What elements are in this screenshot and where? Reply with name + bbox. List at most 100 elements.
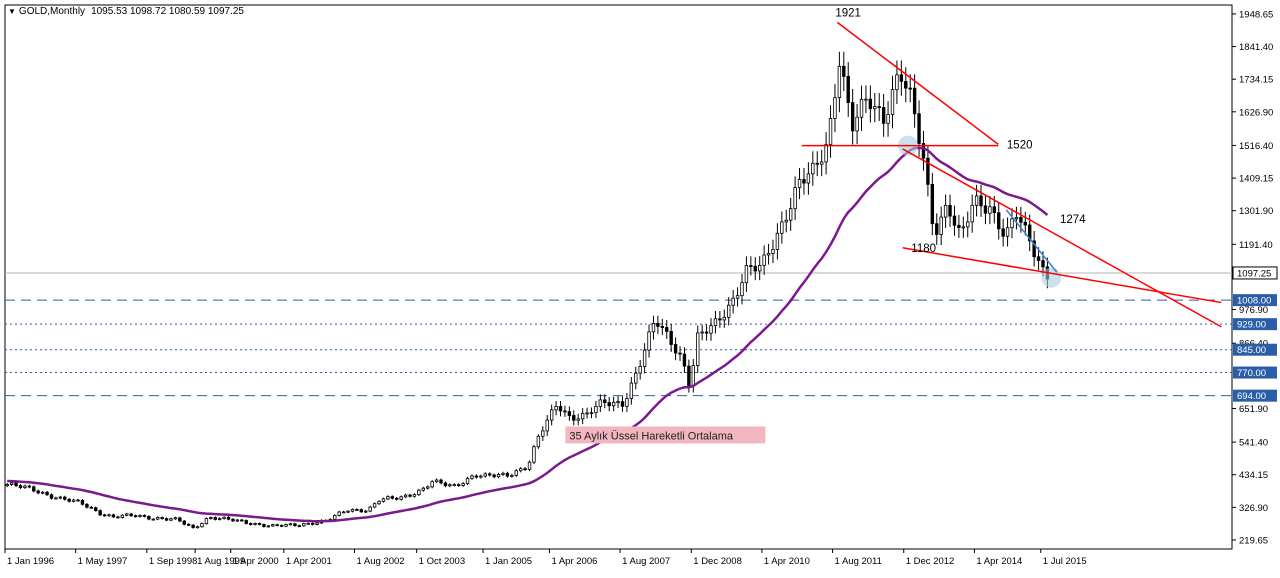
candle (802, 167, 806, 195)
chart-header: ▼ GOLD,Monthly 1095.53 1098.72 1080.59 109… (8, 6, 244, 17)
candle (412, 493, 417, 498)
candle-body (14, 482, 18, 487)
candle-body (603, 399, 607, 403)
candle (510, 473, 514, 478)
candle-body (1010, 218, 1014, 229)
candle-body (651, 322, 656, 333)
dropdown-triangle-icon[interactable]: ▼ (8, 7, 16, 16)
candle (217, 517, 222, 521)
candle-body (262, 524, 266, 527)
candle (257, 522, 262, 526)
candle (673, 337, 678, 361)
candle-body (399, 496, 403, 500)
candle-body (434, 479, 439, 483)
candle (806, 162, 811, 195)
candle (939, 206, 943, 246)
candle-body (470, 475, 474, 479)
candle-body (806, 173, 811, 184)
candle (603, 394, 607, 409)
candles (5, 51, 1050, 529)
candle (142, 514, 147, 518)
candle (1010, 208, 1014, 239)
candle-body (930, 183, 935, 225)
candle (625, 392, 629, 412)
candle (979, 184, 983, 217)
candle-body (912, 87, 917, 115)
candle-body (49, 494, 54, 499)
candle-body (881, 107, 886, 124)
candle-body (811, 162, 815, 175)
candle-body (173, 517, 178, 520)
candle (514, 469, 518, 478)
candle-body (443, 482, 448, 487)
candle (102, 513, 107, 517)
candle-body (102, 514, 107, 517)
candle (302, 522, 306, 527)
candle (151, 518, 155, 521)
candle (160, 516, 164, 520)
candle-body (279, 524, 284, 527)
candle-body (341, 511, 346, 514)
candle (138, 514, 142, 518)
candle-body (709, 325, 713, 334)
support-label-770.00: 770.00 (1237, 368, 1266, 379)
candle (235, 518, 240, 522)
candle-body (116, 516, 120, 519)
candle-body (85, 503, 89, 508)
candle-body (510, 475, 514, 477)
candle (532, 444, 536, 465)
candle-body (611, 401, 616, 407)
candle (133, 514, 138, 518)
y-tick-label: 1948.65 (1239, 9, 1273, 20)
candle (811, 151, 815, 186)
candle (527, 460, 532, 472)
candle-body (359, 509, 364, 513)
candle-body (696, 332, 700, 366)
candle (890, 75, 895, 129)
candle-body (620, 401, 625, 407)
candle (616, 396, 620, 408)
candle (306, 522, 310, 525)
candle-body (594, 405, 598, 414)
candle-body (678, 352, 682, 355)
candle (749, 256, 753, 276)
candle-body (607, 402, 611, 407)
candle-body (36, 490, 40, 494)
candle (129, 512, 133, 517)
candle (850, 88, 855, 145)
candle (443, 481, 448, 488)
x-tick-label: 1 Aug 1999 (197, 556, 245, 567)
candle-body (125, 513, 129, 516)
candle (669, 323, 673, 352)
candle-body (864, 98, 868, 101)
candle-body (1028, 224, 1032, 242)
candle (421, 486, 425, 492)
candle (952, 205, 957, 236)
candle (700, 324, 704, 341)
y-tick-label: 976.90 (1239, 305, 1268, 316)
candle (634, 366, 638, 390)
candle-body (833, 97, 837, 119)
candle-body (395, 497, 399, 500)
candle (877, 93, 881, 121)
candle-body (1036, 256, 1041, 261)
candle (930, 172, 935, 236)
candle-body (496, 474, 501, 478)
candle (899, 60, 904, 96)
candle-body (195, 526, 200, 529)
candle (156, 516, 160, 521)
candle (98, 509, 102, 517)
candle-body (67, 498, 71, 502)
candle (988, 195, 992, 225)
candle (660, 318, 665, 336)
candle (1028, 214, 1032, 252)
candle (63, 495, 67, 501)
candle-body (598, 399, 603, 407)
candle-body (589, 412, 594, 415)
candle (461, 482, 465, 487)
candle-body (306, 522, 310, 525)
candle-body (390, 496, 395, 499)
candle (727, 297, 731, 326)
